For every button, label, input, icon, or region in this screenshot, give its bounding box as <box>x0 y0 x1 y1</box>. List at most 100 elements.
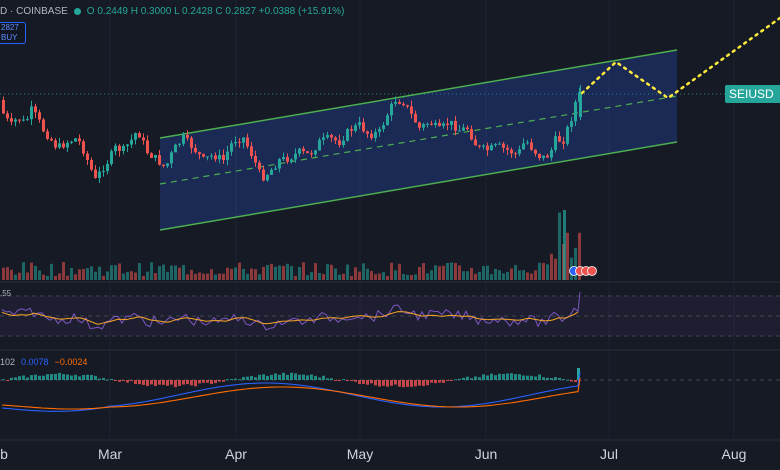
candle <box>410 100 413 119</box>
candle-body <box>394 102 397 104</box>
candle <box>278 158 281 173</box>
volume-bar <box>402 273 405 280</box>
candle-body <box>10 118 13 122</box>
macd-hist-bar <box>282 372 285 380</box>
candle <box>430 120 433 126</box>
price-box-action[interactable]: BUY <box>1 33 18 42</box>
candle-body <box>154 155 157 158</box>
candle-body <box>314 150 317 155</box>
candle-body <box>246 137 249 147</box>
candle-body <box>58 143 61 148</box>
volume-bar <box>238 262 241 280</box>
candle-body <box>422 124 425 128</box>
candle-body <box>106 163 109 172</box>
macd-hist-bar <box>394 380 397 385</box>
volume-bar <box>202 273 205 280</box>
candle-body <box>546 155 549 158</box>
volume-bar <box>518 270 521 280</box>
price-box-value: 2827 <box>1 23 19 32</box>
macd-hist-bar <box>6 380 9 381</box>
macd-hist-bar <box>390 380 393 386</box>
macd-hist-bar <box>178 380 181 386</box>
macd-hist-bar <box>262 374 265 380</box>
candle <box>498 141 501 145</box>
macd-hist-bar <box>402 380 405 388</box>
candle <box>90 157 93 172</box>
macd-hist-bar <box>514 374 517 380</box>
macd-hist-bar <box>106 379 109 381</box>
candle <box>170 150 173 169</box>
candle-body <box>254 156 257 163</box>
candle-body <box>402 103 405 106</box>
volume-bar <box>274 266 277 280</box>
volume-bar <box>362 263 365 280</box>
volume-bar <box>98 266 101 280</box>
candle <box>562 136 565 150</box>
volume-bar <box>186 274 189 280</box>
macd-hist-bar <box>42 375 45 380</box>
candle <box>342 135 345 148</box>
candle-body <box>190 138 193 148</box>
candle <box>162 164 165 168</box>
candle-body <box>490 145 493 151</box>
volume-bar <box>126 271 129 280</box>
volume-bar <box>310 272 313 280</box>
candle <box>186 130 189 141</box>
candle-body <box>274 168 277 170</box>
candle-body <box>338 140 341 146</box>
volume-bar <box>538 262 541 280</box>
volume-bar <box>322 274 325 280</box>
volume-bar <box>334 268 337 280</box>
candle-body <box>62 143 65 148</box>
candle-body <box>262 169 265 181</box>
macd-hist-bar <box>158 380 161 385</box>
candle <box>450 120 453 131</box>
macd-hist-bar <box>378 380 381 387</box>
macd-hist-bar <box>98 378 101 380</box>
candle <box>334 136 337 145</box>
candle <box>566 125 569 147</box>
volume-bar <box>318 273 321 280</box>
macd-hist-bar <box>526 375 529 380</box>
volume-bar <box>494 268 497 280</box>
macd-hist-bar <box>14 377 17 380</box>
volume-bar <box>134 272 137 280</box>
macd-hist-bar <box>342 379 345 381</box>
candle <box>350 125 353 137</box>
macd-hist-bar <box>310 374 313 380</box>
candle <box>266 173 269 182</box>
volume-bar <box>354 267 357 280</box>
candle-body <box>358 122 361 126</box>
macd-hist-bar <box>414 380 417 387</box>
candle-body <box>258 162 261 170</box>
candle <box>282 152 285 161</box>
candle-body <box>162 164 165 166</box>
macd-hist-bar <box>138 380 141 385</box>
candle <box>530 138 533 151</box>
macd-hist-bar <box>566 379 569 381</box>
volume-bar <box>418 267 421 280</box>
candle <box>98 166 101 184</box>
macd-hist-bar <box>334 380 337 381</box>
volume-bar <box>382 272 385 280</box>
price-box[interactable]: 2827 BUY <box>0 22 26 44</box>
macd-value: 0.0078 <box>21 357 49 367</box>
candle <box>194 144 197 154</box>
candle <box>426 122 429 128</box>
volume-bar <box>422 263 425 280</box>
candle <box>174 143 177 153</box>
macd-hist-bar <box>354 380 357 382</box>
macd-hist-bar <box>26 377 29 380</box>
symbol-label[interactable]: D · COINBASE <box>0 5 68 17</box>
candle-body <box>38 112 41 120</box>
candle <box>54 138 57 150</box>
candle-body <box>54 140 57 148</box>
candle-body <box>242 137 245 143</box>
volume-bar <box>138 263 141 280</box>
candle <box>82 139 85 157</box>
volume-bar <box>102 275 105 280</box>
volume-bar <box>34 265 37 280</box>
candle <box>270 167 273 176</box>
candle <box>542 155 545 161</box>
